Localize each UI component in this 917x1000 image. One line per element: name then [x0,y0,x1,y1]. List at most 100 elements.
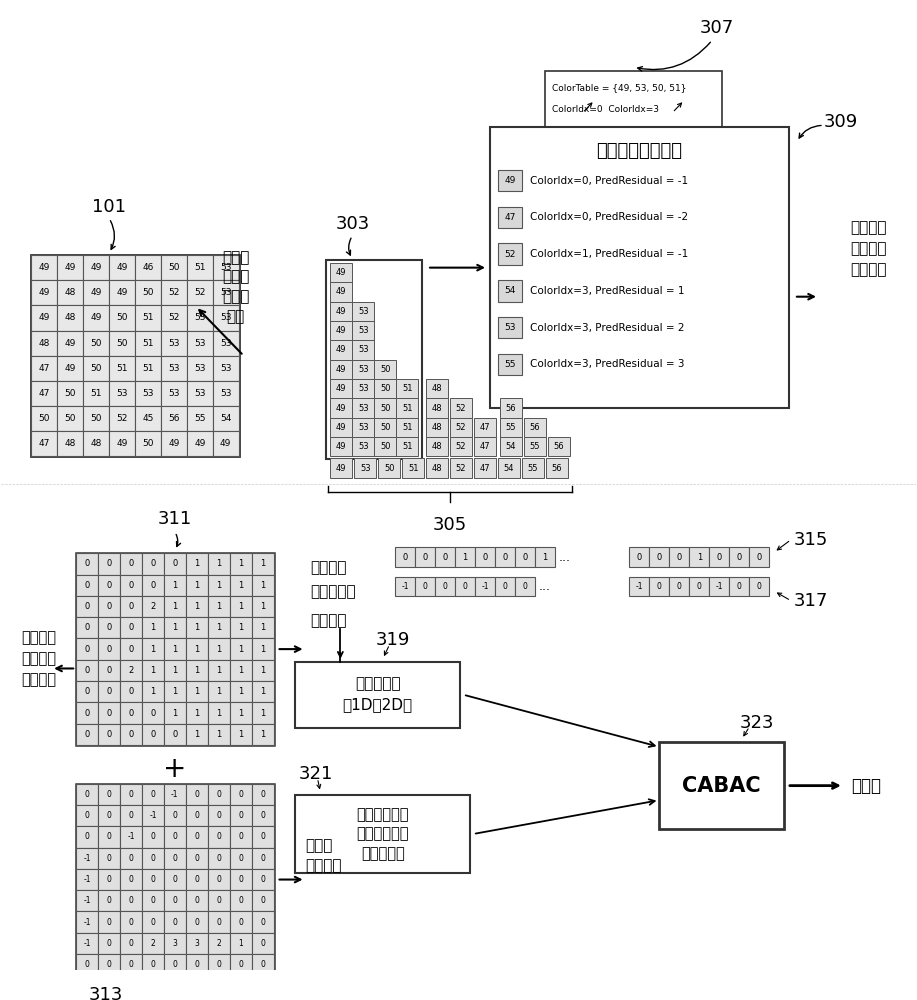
Bar [208,805,229,826]
Text: 0: 0 [657,582,662,591]
Text: ColorIdx=3, PredResidual = 1: ColorIdx=3, PredResidual = 1 [530,286,684,296]
Bar [98,596,120,617]
Bar [374,418,396,437]
Bar [120,784,142,805]
Bar [135,431,160,456]
Bar [498,170,522,191]
Text: 0: 0 [128,790,134,799]
Text: 1: 1 [216,559,221,568]
Bar [396,398,418,418]
Text: 0: 0 [522,553,527,562]
Bar [83,255,109,280]
Text: 48: 48 [91,439,102,448]
Text: 46: 46 [142,263,154,272]
Bar [186,890,208,911]
Text: 1: 1 [238,623,243,632]
Bar [208,617,229,638]
Bar [120,638,142,660]
Text: 49: 49 [64,339,76,348]
Bar [120,805,142,826]
Bar [251,681,273,702]
Text: 0: 0 [106,645,112,654]
Text: 50: 50 [142,288,154,297]
Text: 0: 0 [150,854,155,863]
Bar [98,954,120,975]
Bar [120,575,142,596]
Bar [186,784,208,805]
Bar [98,848,120,869]
Bar [251,826,273,848]
Bar [76,784,273,975]
Bar [546,458,568,478]
Text: 50: 50 [380,404,391,413]
Text: 0: 0 [106,811,112,820]
Bar [164,596,186,617]
Text: 2: 2 [150,602,156,611]
Bar [396,437,418,456]
Bar [120,933,142,954]
Text: 0: 0 [150,832,155,841]
Bar [187,305,213,331]
Text: 49: 49 [168,439,180,448]
Text: 0: 0 [216,875,221,884]
Bar [186,681,208,702]
Bar [426,379,448,398]
Bar [426,437,448,456]
Text: 50: 50 [91,339,102,348]
Bar [164,617,186,638]
Text: 53: 53 [358,345,369,354]
Text: 51: 51 [142,313,154,322]
Text: 0: 0 [216,832,221,841]
Bar [164,660,186,681]
Text: 50: 50 [380,423,391,432]
Bar [498,458,520,478]
Text: 0: 0 [216,918,221,927]
Bar [98,869,120,890]
Bar [352,398,374,418]
Text: 48: 48 [64,439,76,448]
Bar [76,596,98,617]
Bar [251,638,273,660]
Text: 55: 55 [505,423,516,432]
Bar [474,458,496,478]
Text: 53: 53 [220,263,231,272]
Bar [135,280,160,305]
Text: 1: 1 [194,602,199,611]
Text: 315: 315 [794,531,828,549]
Bar [164,702,186,724]
Text: 53: 53 [168,339,180,348]
Bar [495,547,514,567]
Bar [76,660,98,681]
Text: 水平扫描: 水平扫描 [311,560,347,575]
Bar [76,805,98,826]
Text: 0: 0 [194,790,199,799]
Text: 0: 0 [677,582,681,591]
Text: 323: 323 [739,714,774,732]
Bar [76,911,98,933]
Text: 54: 54 [504,286,515,295]
Text: 0: 0 [423,582,427,591]
Text: 51: 51 [116,364,127,373]
Text: 48: 48 [64,313,76,322]
Text: 54: 54 [220,414,231,423]
Bar [120,954,142,975]
Bar [229,724,251,745]
Text: 0: 0 [216,960,221,969]
Bar [109,406,135,431]
Bar [164,954,186,975]
Bar [524,437,546,456]
Text: 1: 1 [216,623,221,632]
Text: 0: 0 [238,875,243,884]
Text: 1: 1 [542,553,547,562]
Bar [326,260,422,459]
Text: 0: 0 [128,602,134,611]
Bar [109,331,135,356]
Bar [229,848,251,869]
Bar [98,617,120,638]
Bar [57,305,83,331]
Bar [330,458,352,478]
Bar [83,305,109,331]
Bar [186,724,208,745]
Bar [659,742,784,829]
Text: 55: 55 [529,442,540,451]
